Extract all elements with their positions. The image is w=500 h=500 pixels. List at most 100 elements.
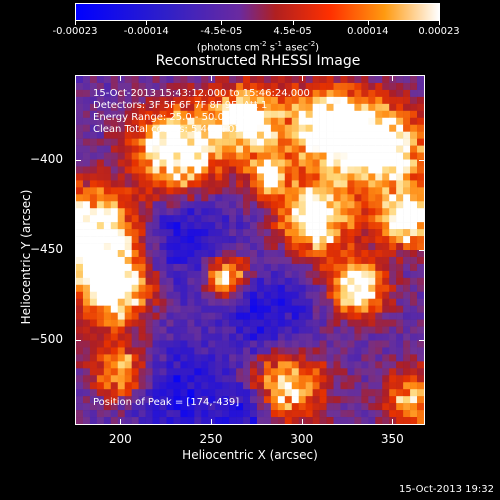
heatmap-pixel [208, 270, 216, 279]
heatmap-pixel [215, 166, 223, 174]
heatmap-pixel [250, 89, 258, 98]
heatmap-pixel [270, 103, 279, 112]
heatmap-pixel [298, 159, 306, 167]
heatmap-pixel [124, 180, 132, 188]
heatmap-pixel [243, 361, 251, 369]
heatmap-pixel [215, 291, 223, 300]
heatmap-pixel [131, 368, 139, 376]
heatmap-pixel [382, 410, 390, 418]
heatmap-pixel [229, 117, 237, 126]
heatmap-pixel [166, 410, 174, 418]
heatmap-pixel [263, 250, 272, 258]
heatmap-pixel [284, 215, 293, 223]
heatmap-pixel [417, 312, 424, 320]
heatmap-pixel [82, 382, 91, 390]
heatmap-pixel [263, 326, 272, 334]
heatmap-pixel [117, 417, 126, 424]
heatmap-pixel [361, 368, 369, 376]
heatmap-pixel [333, 277, 341, 286]
heatmap-pixel [326, 298, 334, 306]
heatmap-pixel [194, 82, 202, 91]
heatmap-pixel [76, 263, 84, 272]
heatmap-pixel [319, 89, 327, 98]
heatmap-pixel [180, 389, 188, 397]
heatmap-pixel [277, 396, 286, 404]
heatmap-pixel [389, 368, 397, 376]
heatmap-pixel [187, 305, 195, 313]
heatmap-pixel [333, 103, 341, 112]
heatmap-pixel [396, 166, 404, 174]
heatmap-pixel [382, 340, 390, 348]
heatmap-pixel [76, 375, 84, 383]
heatmap-pixel [180, 396, 188, 404]
heatmap-pixel [187, 354, 195, 362]
heatmap-pixel [145, 250, 153, 258]
heatmap-pixel [291, 417, 300, 424]
heatmap-pixel [138, 89, 146, 98]
heatmap-pixel [180, 236, 188, 244]
heatmap-pixel [173, 138, 181, 146]
heatmap-pixel [208, 305, 216, 313]
heatmap-pixel [319, 194, 327, 202]
heatmap-pixel [138, 284, 146, 293]
heatmap-pixel [145, 333, 153, 341]
heatmap-pixel [256, 145, 265, 153]
heatmap-pixel [243, 96, 251, 105]
heatmap-pixel [382, 145, 390, 153]
heatmap-pixel [208, 256, 216, 265]
heatmap-pixel [417, 396, 424, 404]
heatmap-pixel [389, 361, 397, 369]
heatmap-pixel [124, 403, 132, 411]
heatmap-pixel [152, 298, 160, 306]
heatmap-pixel [187, 138, 195, 146]
heatmap-pixel [250, 124, 258, 132]
heatmap-pixel [403, 277, 411, 286]
heatmap-pixel [298, 215, 306, 223]
heatmap-pixel [347, 89, 355, 98]
heatmap-pixel [263, 263, 272, 272]
heatmap-pixel [117, 76, 126, 84]
heatmap-pixel [263, 333, 272, 341]
heatmap-pixel [396, 173, 404, 181]
heatmap-pixel [215, 124, 223, 132]
heatmap-pixel [173, 354, 181, 362]
heatmap-pixel [291, 159, 300, 167]
heatmap-pixel [298, 319, 306, 327]
heatmap-pixel [222, 256, 230, 265]
heatmap-pixel [82, 194, 91, 202]
heatmap-pixel [368, 138, 376, 146]
heatmap-pixel [319, 368, 327, 376]
heatmap-pixel [354, 117, 362, 126]
heatmap-pixel [368, 201, 376, 209]
heatmap-pixel [89, 145, 98, 153]
heatmap-pixel [298, 173, 306, 181]
heatmap-pixel [166, 361, 174, 369]
heatmap-pixel [201, 96, 209, 105]
heatmap-pixel [270, 96, 279, 105]
heatmap-pixel [389, 389, 397, 397]
heatmap-pixel [382, 194, 390, 202]
heatmap-pixel [361, 277, 369, 286]
heatmap-pixel [403, 236, 411, 244]
heatmap-pixel [298, 312, 306, 320]
heatmap-pixel [389, 187, 397, 195]
heatmap-pixel [187, 201, 195, 209]
heatmap-pixel [396, 222, 404, 230]
heatmap-pixel [243, 243, 251, 251]
heatmap-pixel [110, 173, 119, 181]
heatmap-pixel [403, 417, 411, 424]
heatmap-pixel [354, 152, 362, 160]
heatmap-pixel [152, 354, 160, 362]
heatmap-pixel [215, 152, 223, 160]
heatmap-pixel [194, 229, 202, 237]
heatmap-pixel [103, 368, 112, 376]
heatmap-pixel [270, 312, 279, 320]
heatmap-pixel [82, 180, 91, 188]
heatmap-pixel [187, 82, 195, 91]
heatmap-pixel [201, 243, 209, 251]
heatmap-pixel [117, 312, 126, 320]
heatmap-pixel [166, 194, 174, 202]
heatmap-pixel [382, 250, 390, 258]
colorbar-tick-label: 0.00023 [418, 26, 460, 37]
heatmap-pixel [312, 333, 320, 341]
